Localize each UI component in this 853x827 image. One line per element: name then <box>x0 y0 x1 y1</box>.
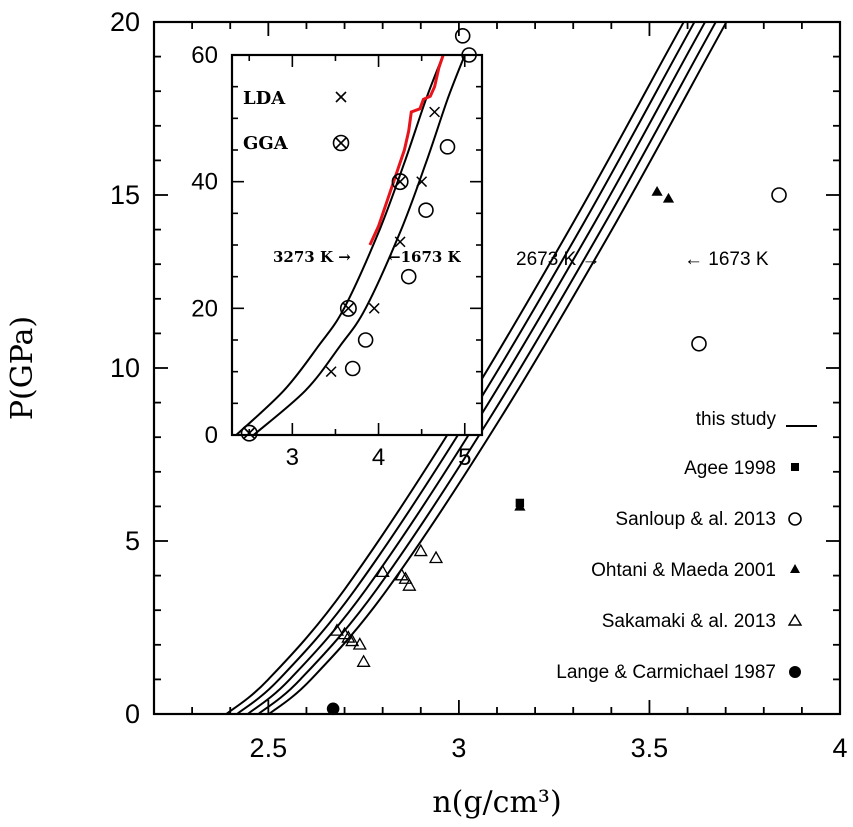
main-curves <box>225 22 728 714</box>
inset-point-cross <box>394 236 406 248</box>
main-curve-4 <box>268 22 728 714</box>
annotation-2673k: 2673 K → <box>516 249 601 270</box>
cross-icon <box>335 91 347 103</box>
y-tick-label: 5 <box>125 526 140 556</box>
inset-curves <box>235 55 466 435</box>
circle-outline <box>339 299 357 317</box>
cross-stroke <box>429 106 441 118</box>
inset-point-open-circle <box>344 360 361 377</box>
data-point-open-triangle <box>402 578 417 591</box>
data-point-open-triangle <box>375 564 390 577</box>
inset-point-cross <box>429 106 441 118</box>
filled-circle-icon <box>789 666 801 678</box>
inset-chart: 3 4 5 0 20 40 60 LDA GGA 3273 K → ←1673 K <box>191 42 484 471</box>
inset-y-tick-label: 40 <box>191 169 218 196</box>
y-tick-label: 20 <box>110 7 140 37</box>
inset-point-open-circle <box>439 139 456 155</box>
inset-annotation-3273k: 3273 K → <box>273 248 351 266</box>
data-point-open-triangle <box>413 543 428 557</box>
filled-triangle-icon <box>790 564 800 573</box>
x-tick-label: 3 <box>451 733 466 763</box>
data-point-filled-triangle <box>651 185 663 196</box>
main-points <box>326 28 787 716</box>
data-point-filled-circle <box>326 702 340 716</box>
inset-y-tick-label: 20 <box>191 295 218 322</box>
inset-point-cross <box>416 176 428 188</box>
cross-stroke <box>368 302 380 314</box>
main-curve-3 <box>257 22 717 714</box>
data-point-open-triangle <box>352 637 367 650</box>
inset-x-tick-label: 4 <box>372 444 385 471</box>
legend-label-ohtani: Ohtani & Maeda 2001 <box>591 560 776 581</box>
data-point-open-circle <box>771 187 787 203</box>
cross-stroke <box>325 366 337 378</box>
cross-stroke <box>394 175 406 188</box>
inset-point-cross <box>368 302 380 314</box>
cross-stroke <box>342 302 355 315</box>
data-point-open-triangle <box>356 654 371 667</box>
inset-x-tick-label: 5 <box>458 444 471 471</box>
inset-curve-1 <box>252 55 466 435</box>
data-point-open-circle <box>454 28 471 44</box>
inset-legend-label-lda: LDA <box>243 88 286 109</box>
inset-point-circle-cross <box>391 173 409 191</box>
inset-annotation-1673k: ←1673 K <box>388 248 462 266</box>
main-curve-2 <box>247 22 706 714</box>
inset-y-tick-label: 0 <box>205 422 218 449</box>
data-point-open-triangle <box>345 633 360 647</box>
x-tick-label: 2.5 <box>250 733 288 763</box>
inset-curve-0 <box>235 55 445 435</box>
inset-red-curve <box>368 55 445 246</box>
y-axis-title: P(GPa) <box>5 316 40 420</box>
data-point-open-triangle <box>329 623 344 636</box>
filled-square-icon <box>791 463 799 471</box>
open-triangle-icon <box>787 613 803 626</box>
x-tick-label: 3.5 <box>631 733 669 763</box>
y-tick-label: 10 <box>110 353 140 383</box>
data-point-filled-triangle <box>662 192 675 203</box>
y-tick-label: 0 <box>125 699 140 729</box>
inset-y-tick-label: 60 <box>191 42 218 69</box>
inset-point-circle-cross <box>339 299 357 317</box>
cross-stroke <box>394 236 406 248</box>
data-point-open-circle <box>691 335 707 352</box>
inset-legend-label-gga: GGA <box>243 133 289 154</box>
legend-label-lange: Lange & Carmichael 1987 <box>556 662 776 683</box>
inset-x-tick-label: 3 <box>286 444 299 471</box>
cross-stroke <box>416 176 428 188</box>
open-circle-icon <box>788 512 802 526</box>
x-tick-label: 4 <box>832 733 847 763</box>
inset-point-open-circle <box>400 268 417 285</box>
data-point-open-triangle <box>398 571 413 584</box>
legend: this study Agee 1998 Sanloup & al. 2013 … <box>556 409 817 683</box>
inset-ticks: 3 4 5 0 20 40 60 <box>191 42 482 471</box>
inset-background <box>232 55 482 435</box>
y-tick-label: 15 <box>110 180 140 210</box>
inset-point-cross <box>325 366 337 378</box>
inset-point-open-circle <box>357 332 374 348</box>
legend-label-sakamaki: Sakamaki & al. 2013 <box>602 611 776 632</box>
circle-outline <box>240 424 258 442</box>
data-point-open-triangle <box>428 550 444 564</box>
circle-outline <box>391 173 409 191</box>
data-point-filled-triangle <box>514 500 526 511</box>
inset-point-open-circle <box>418 202 434 218</box>
circle-cross-icon <box>332 134 350 152</box>
x-axis-title: n(g/cm³) <box>432 785 561 820</box>
legend-label-agee: Agee 1998 <box>684 458 776 479</box>
annotation-1673k: ← 1673 K <box>684 249 769 270</box>
legend-label-sanloup: Sanloup & al. 2013 <box>615 509 776 530</box>
legend-label-this-study: this study <box>696 409 777 430</box>
